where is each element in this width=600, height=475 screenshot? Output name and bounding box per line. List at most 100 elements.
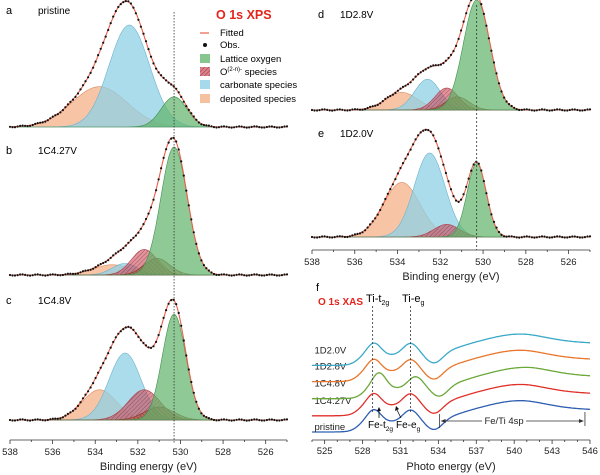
x-tick-label-panel-c: 528 [215, 447, 231, 458]
x-tick-label-panel-f: 525 [317, 446, 333, 457]
obs-point-panel-c [268, 418, 271, 421]
obs-point-panel-d [515, 108, 518, 111]
label-fe-eg: Fe-eg [396, 420, 421, 433]
obs-point-panel-a [177, 91, 180, 94]
obs-point-panel-a [94, 60, 97, 63]
obs-point-panel-a [56, 113, 59, 116]
obs-point-panel-c [225, 418, 228, 421]
obs-point-panel-d [422, 69, 425, 72]
obs-point-panel-e [556, 235, 559, 238]
obs-point-panel-e [508, 235, 511, 238]
obs-point-panel-b [109, 256, 112, 259]
x-tick-label-panel-c: 530 [173, 447, 189, 458]
obs-point-panel-a [102, 41, 105, 44]
x-tick-label-panel-f: 543 [544, 446, 560, 457]
obs-point-panel-a [87, 76, 90, 79]
obs-point-panel-b [137, 231, 140, 234]
obs-point-panel-c [285, 418, 289, 421]
obs-point-panel-c [157, 333, 160, 337]
obs-point-panel-b [61, 273, 64, 277]
obs-point-panel-b [24, 273, 27, 276]
obs-point-panel-a [205, 124, 208, 127]
obs-point-panel-b [64, 273, 67, 276]
obs-point-panel-b [160, 167, 163, 170]
obs-point-panel-a [11, 126, 14, 129]
obs-point-panel-a [66, 103, 69, 106]
obs-point-panel-e [366, 226, 369, 229]
obs-point-panel-b [220, 273, 223, 276]
obs-point-panel-c [280, 419, 284, 422]
obs-point-panel-e [338, 235, 341, 238]
obs-point-panel-e [348, 235, 351, 238]
obs-point-panel-a [99, 47, 102, 50]
obs-point-panel-c [87, 390, 90, 393]
obs-point-panel-a [275, 126, 278, 129]
obs-point-panel-a [129, 2, 132, 5]
xas-series-label: 1D2.0V [315, 345, 347, 356]
obs-point-panel-b [21, 273, 24, 276]
obs-point-panel-e [391, 183, 394, 186]
obs-point-panel-a [157, 71, 160, 74]
span-label: Fe/Ti 4sp [484, 416, 523, 427]
obs-point-panel-a [122, 1, 125, 4]
obs-point-panel-b [56, 274, 59, 277]
obs-point-panel-e [412, 143, 415, 146]
obs-point-panel-b [41, 274, 44, 277]
obs-point-panel-c [235, 418, 238, 421]
obs-point-panel-b [260, 274, 263, 277]
obs-point-panel-c [132, 328, 135, 331]
obs-point-panel-b [31, 274, 34, 277]
obs-point-panel-d [409, 81, 412, 84]
obs-point-panel-b [84, 269, 87, 272]
obs-point-panel-a [114, 10, 117, 13]
obs-point-panel-d [341, 108, 344, 111]
obs-point-panel-e [576, 235, 579, 239]
obs-point-panel-e [588, 235, 592, 238]
obs-point-panel-e [414, 138, 417, 141]
obs-point-panel-d [351, 108, 354, 111]
obs-point-panel-e [356, 232, 359, 235]
obs-point-panel-c [31, 419, 34, 422]
obs-point-panel-e [326, 235, 329, 238]
obs-point-panel-a [185, 105, 188, 108]
obs-point-panel-b [283, 273, 286, 276]
obs-point-panel-b [175, 140, 178, 143]
obs-point-panel-a [190, 112, 193, 115]
obs-point-panel-b [285, 273, 289, 276]
obs-point-panel-a [155, 67, 158, 70]
obs-point-panel-c [175, 303, 178, 306]
obs-point-panel-c [134, 332, 137, 335]
obs-point-panel-e [369, 223, 372, 226]
obs-point-panel-d [447, 56, 450, 60]
obs-point-panel-a [132, 6, 135, 9]
obs-point-panel-a [64, 106, 67, 109]
obs-point-panel-c [79, 401, 82, 404]
obs-point-panel-a [195, 118, 198, 121]
obs-point-panel-a [107, 28, 110, 32]
obs-point-panel-b [114, 252, 117, 255]
label-fe-t2g: Fe-t2g [368, 420, 393, 433]
obs-point-panel-d [553, 108, 556, 111]
obs-point-panel-d [566, 109, 569, 112]
obs-point-panel-d [444, 59, 447, 62]
obs-point-panel-c [107, 352, 110, 355]
obs-point-panel-c [245, 419, 248, 422]
obs-point-panel-d [396, 89, 399, 92]
obs-point-panel-d [543, 108, 546, 111]
obs-point-panel-d [310, 108, 314, 112]
obs-point-panel-c [44, 419, 47, 422]
obs-point-panel-a [41, 121, 44, 124]
obs-point-panel-e [328, 236, 331, 239]
obs-point-panel-b [49, 273, 52, 276]
obs-point-panel-d [520, 108, 523, 111]
xas-line-1D2.8V [312, 349, 591, 383]
obs-point-panel-a [240, 125, 243, 128]
obs-point-panel-d [568, 108, 571, 112]
obs-point-panel-b [11, 274, 14, 277]
obs-point-panel-b [165, 148, 168, 151]
obs-point-panel-d [480, 3, 483, 6]
obs-point-panel-e [422, 129, 425, 132]
obs-point-panel-d [510, 104, 513, 108]
obs-point-panel-c [41, 419, 44, 422]
obs-point-panel-a [119, 3, 122, 6]
